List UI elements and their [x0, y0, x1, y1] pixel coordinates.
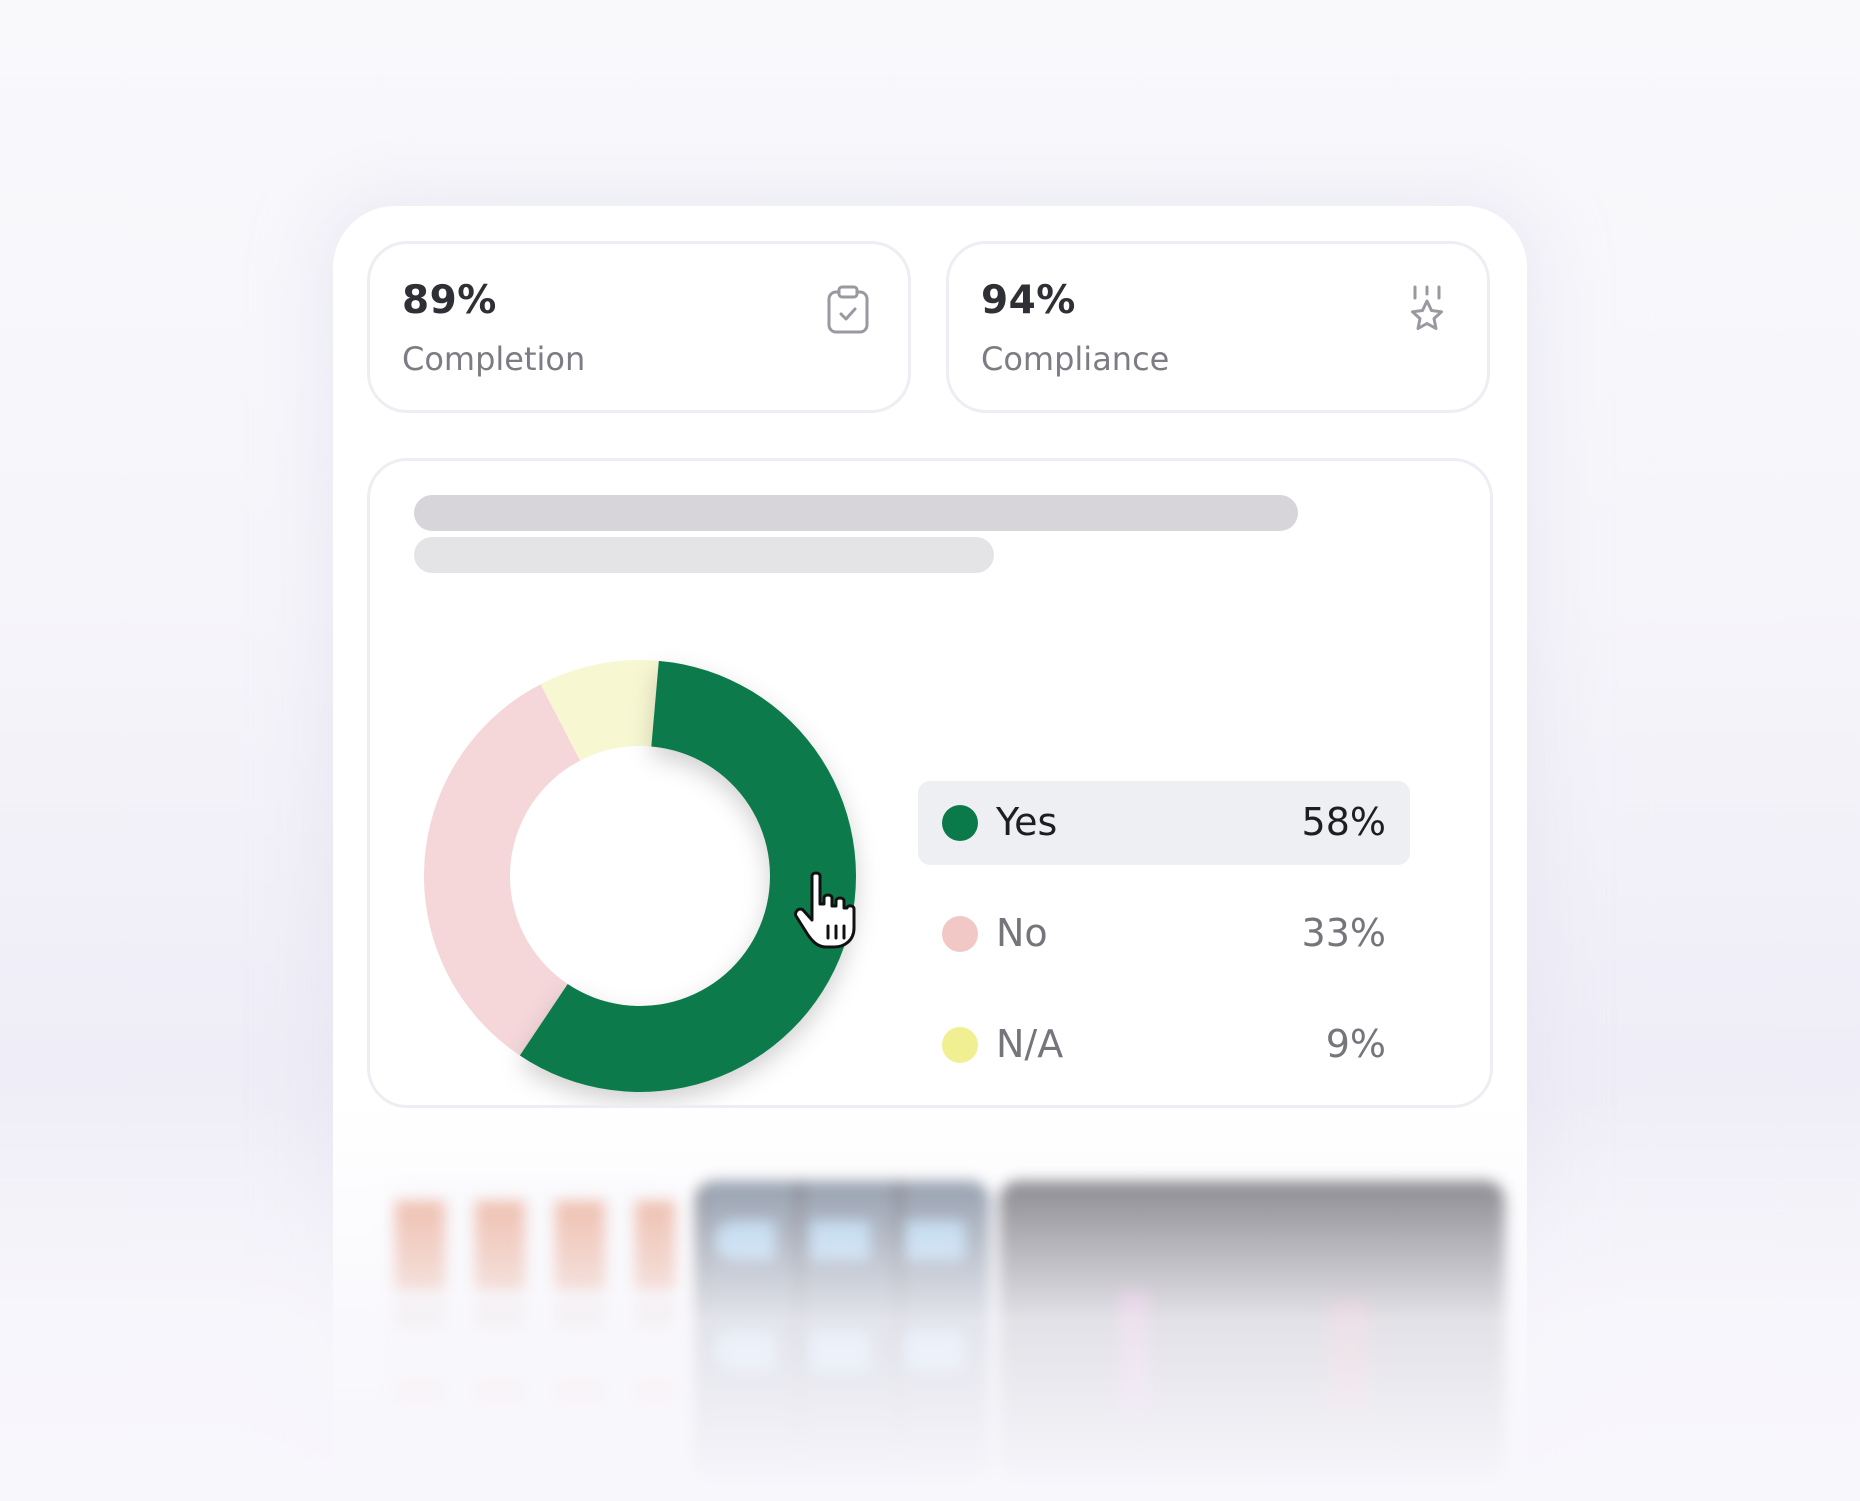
- legend-label-no: No: [996, 911, 1048, 955]
- media-thumbnail-strip: [385, 1181, 1505, 1501]
- thumbnail-store-interior[interactable]: [999, 1181, 1505, 1481]
- legend-label-na: N/A: [996, 1022, 1064, 1066]
- legend-dot-na: [942, 1027, 978, 1063]
- donut-slice-na[interactable]: [540, 660, 659, 761]
- thumbnail-shelf-products[interactable]: [385, 1181, 685, 1481]
- donut-slice-yes[interactable]: [519, 660, 856, 1092]
- response-chart-card: Yes 58% No 33% N/A 9%: [367, 458, 1493, 1108]
- title-skeleton: [414, 495, 1298, 531]
- legend-item-no[interactable]: No 33%: [918, 892, 1410, 976]
- subtitle-skeleton: [414, 537, 994, 573]
- thumbnail-shoe-display[interactable]: [695, 1181, 990, 1481]
- completion-value: 89%: [402, 278, 497, 323]
- legend-value-na: 9%: [1325, 1022, 1386, 1066]
- dashboard-card: 89% Completion 94% Compliance: [333, 206, 1527, 1501]
- legend-value-no: 33%: [1301, 911, 1386, 955]
- compliance-value: 94%: [981, 278, 1076, 323]
- legend-item-na[interactable]: N/A 9%: [918, 1003, 1410, 1087]
- completion-label: Completion: [402, 340, 586, 378]
- clipboard-check-icon: [827, 285, 869, 334]
- legend-label-yes: Yes: [996, 800, 1058, 844]
- completion-stat-card[interactable]: 89% Completion: [367, 241, 911, 413]
- legend-value-yes: 58%: [1301, 800, 1386, 844]
- compliance-label: Compliance: [981, 340, 1170, 378]
- compliance-stat-card[interactable]: 94% Compliance: [946, 241, 1490, 413]
- legend-dot-yes: [942, 805, 978, 841]
- donut-chart[interactable]: [400, 636, 880, 1108]
- legend-item-yes[interactable]: Yes 58%: [918, 781, 1410, 865]
- legend-dot-no: [942, 916, 978, 952]
- award-ribbon-icon: [1411, 285, 1443, 330]
- donut-slice-no[interactable]: [423, 684, 581, 1056]
- hand-pointer-cursor-icon: [794, 871, 856, 949]
